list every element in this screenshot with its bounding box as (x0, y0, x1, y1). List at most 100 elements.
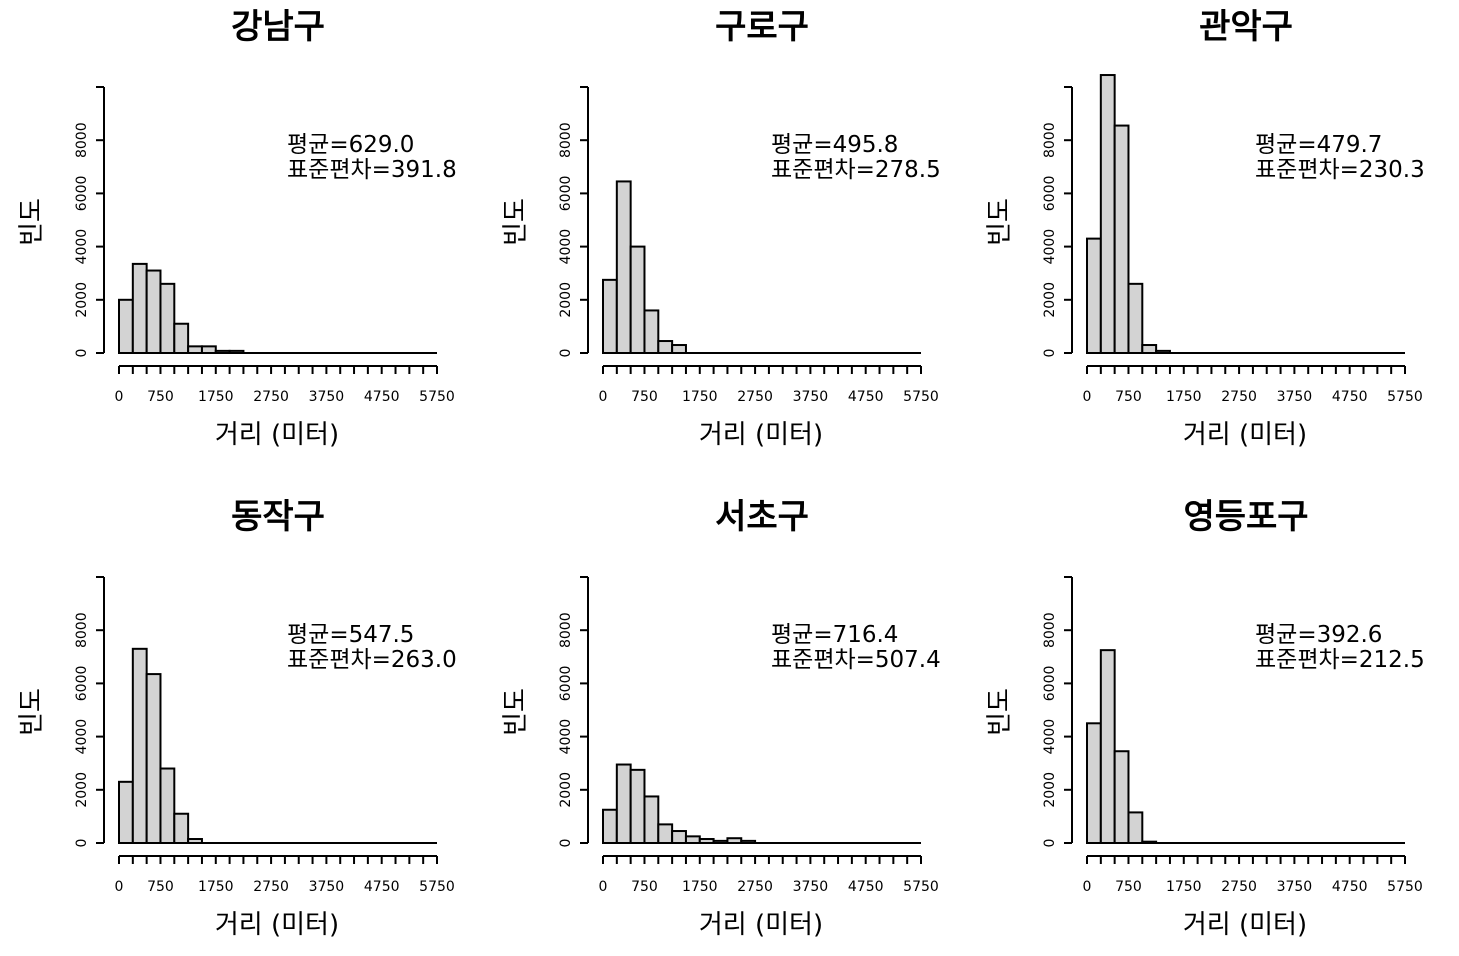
x-axis-label: 거리 (미터) (215, 420, 339, 450)
y-tick-label: 8000 (1042, 612, 1058, 648)
x-tick-label: 4750 (364, 879, 400, 895)
x-axis-label: 거리 (미터) (1183, 910, 1307, 940)
x-tick-label: 5750 (903, 389, 939, 405)
histogram-bar (1086, 722, 1102, 844)
x-axis-label: 거리 (미터) (1183, 420, 1307, 450)
histogram-bar (1141, 344, 1158, 354)
sd-annotation: 표준편차=507.4 (771, 647, 941, 673)
chart-title: 구로구 (715, 7, 809, 47)
x-tick-label: 1750 (682, 879, 718, 895)
histogram-bar (145, 269, 162, 355)
y-tick-label: 4000 (1042, 229, 1058, 265)
y-tick-label: 6000 (74, 176, 90, 212)
chart-title: 영등포구 (1183, 497, 1308, 537)
x-tick-label: 5750 (419, 389, 455, 405)
x-tick-label: 0 (1083, 389, 1092, 405)
sd-annotation: 표준편차=278.5 (771, 157, 941, 183)
x-tick-label: 3750 (309, 879, 345, 895)
x-axis-label: 거리 (미터) (215, 910, 339, 940)
histogram-panel-1: 강남구 0 2000 4000 6000 8000 0 750 1750 2750 3750 4750… (17, 7, 457, 450)
y-axis-label: 빈도 (985, 688, 1015, 736)
x-tick-label: 0 (115, 389, 124, 405)
y-tick-label: 0 (74, 349, 90, 358)
x-tick-label: 5750 (1387, 879, 1423, 895)
x-tick-label: 750 (1115, 879, 1142, 895)
x-tick-label: 5750 (419, 879, 455, 895)
sd-annotation: 표준편차=212.5 (1255, 647, 1425, 673)
histogram-bar (1099, 649, 1116, 845)
x-tick-label: 1750 (682, 389, 718, 405)
x-tick-label: 2750 (1221, 389, 1257, 405)
y-tick-label: 2000 (74, 772, 90, 808)
y-axis-label: 빈도 (17, 198, 47, 246)
histogram-panel-3: 관악구 0 2000 4000 6000 8000 0 750 1750 2750 3750 4750… (985, 7, 1425, 450)
x-tick-label: 1750 (1166, 879, 1202, 895)
y-tick-label: 4000 (1042, 719, 1058, 755)
histogram-bar (657, 823, 674, 845)
x-tick-label: 5750 (1387, 389, 1423, 405)
y-tick-label: 4000 (74, 229, 90, 265)
x-axis-label: 거리 (미터) (699, 420, 823, 450)
x-tick-label: 1750 (198, 389, 234, 405)
x-tick-label: 3750 (1277, 879, 1313, 895)
x-tick-label: 3750 (1277, 389, 1313, 405)
y-tick-label: 8000 (558, 612, 574, 648)
x-tick-label: 5750 (903, 879, 939, 895)
y-tick-label: 8000 (74, 122, 90, 158)
y-tick-label: 2000 (74, 282, 90, 318)
y-tick-label: 2000 (1042, 282, 1058, 318)
x-tick-label: 4750 (1332, 879, 1368, 895)
histogram-panel-6: 영등포구 0 2000 4000 6000 8000 0 750 1750 2750 3750 475… (985, 497, 1425, 940)
histogram-bar (629, 768, 646, 844)
x-tick-label: 4750 (364, 389, 400, 405)
x-tick-label: 3750 (309, 389, 345, 405)
histogram-bar (118, 780, 134, 845)
x-tick-label: 2750 (737, 879, 773, 895)
x-tick-label: 1750 (198, 879, 234, 895)
y-axis-label: 빈도 (501, 198, 531, 246)
x-tick-label: 4750 (848, 389, 884, 405)
y-tick-label: 4000 (74, 719, 90, 755)
y-tick-label: 2000 (558, 282, 574, 318)
histogram-bar (173, 322, 190, 354)
sd-annotation: 표준편차=391.8 (287, 157, 457, 183)
y-axis-label: 빈도 (501, 688, 531, 736)
mean-annotation: 평균=392.6 (1255, 622, 1382, 648)
x-tick-label: 0 (115, 879, 124, 895)
x-tick-label: 0 (599, 879, 608, 895)
y-axis-label: 빈도 (985, 198, 1015, 246)
x-tick-label: 750 (147, 389, 174, 405)
mean-annotation: 평균=629.0 (287, 132, 414, 158)
histogram-bar (173, 812, 190, 844)
histogram-bar (1127, 811, 1144, 844)
y-tick-label: 8000 (1042, 122, 1058, 158)
histogram-bar (131, 262, 148, 355)
x-tick-label: 2750 (253, 879, 289, 895)
y-tick-label: 0 (558, 839, 574, 848)
x-tick-label: 4750 (1332, 389, 1368, 405)
y-tick-label: 6000 (558, 666, 574, 702)
histogram-bar (671, 344, 687, 354)
x-tick-label: 750 (631, 879, 658, 895)
y-tick-label: 2000 (558, 772, 574, 808)
histogram-bar (1086, 237, 1102, 354)
histogram-panel-2: 구로구 0 2000 4000 6000 8000 0 750 1750 2750 3750 4750… (501, 7, 941, 450)
x-tick-label: 2750 (1221, 879, 1257, 895)
histogram-bar (602, 278, 618, 355)
x-tick-label: 2750 (253, 389, 289, 405)
histogram-bar (159, 282, 176, 354)
chart-title: 동작구 (231, 497, 325, 537)
chart-title: 서초구 (715, 497, 809, 537)
histogram-bar (643, 795, 660, 845)
y-tick-label: 6000 (74, 666, 90, 702)
x-tick-label: 0 (599, 389, 608, 405)
histogram-bar (1113, 750, 1130, 844)
mean-annotation: 평균=547.5 (287, 622, 414, 648)
y-tick-label: 4000 (558, 229, 574, 265)
x-tick-label: 0 (1083, 879, 1092, 895)
histogram-bar (615, 763, 632, 845)
y-tick-label: 2000 (1042, 772, 1058, 808)
x-tick-label: 750 (1115, 389, 1142, 405)
x-axis-label: 거리 (미터) (699, 910, 823, 940)
